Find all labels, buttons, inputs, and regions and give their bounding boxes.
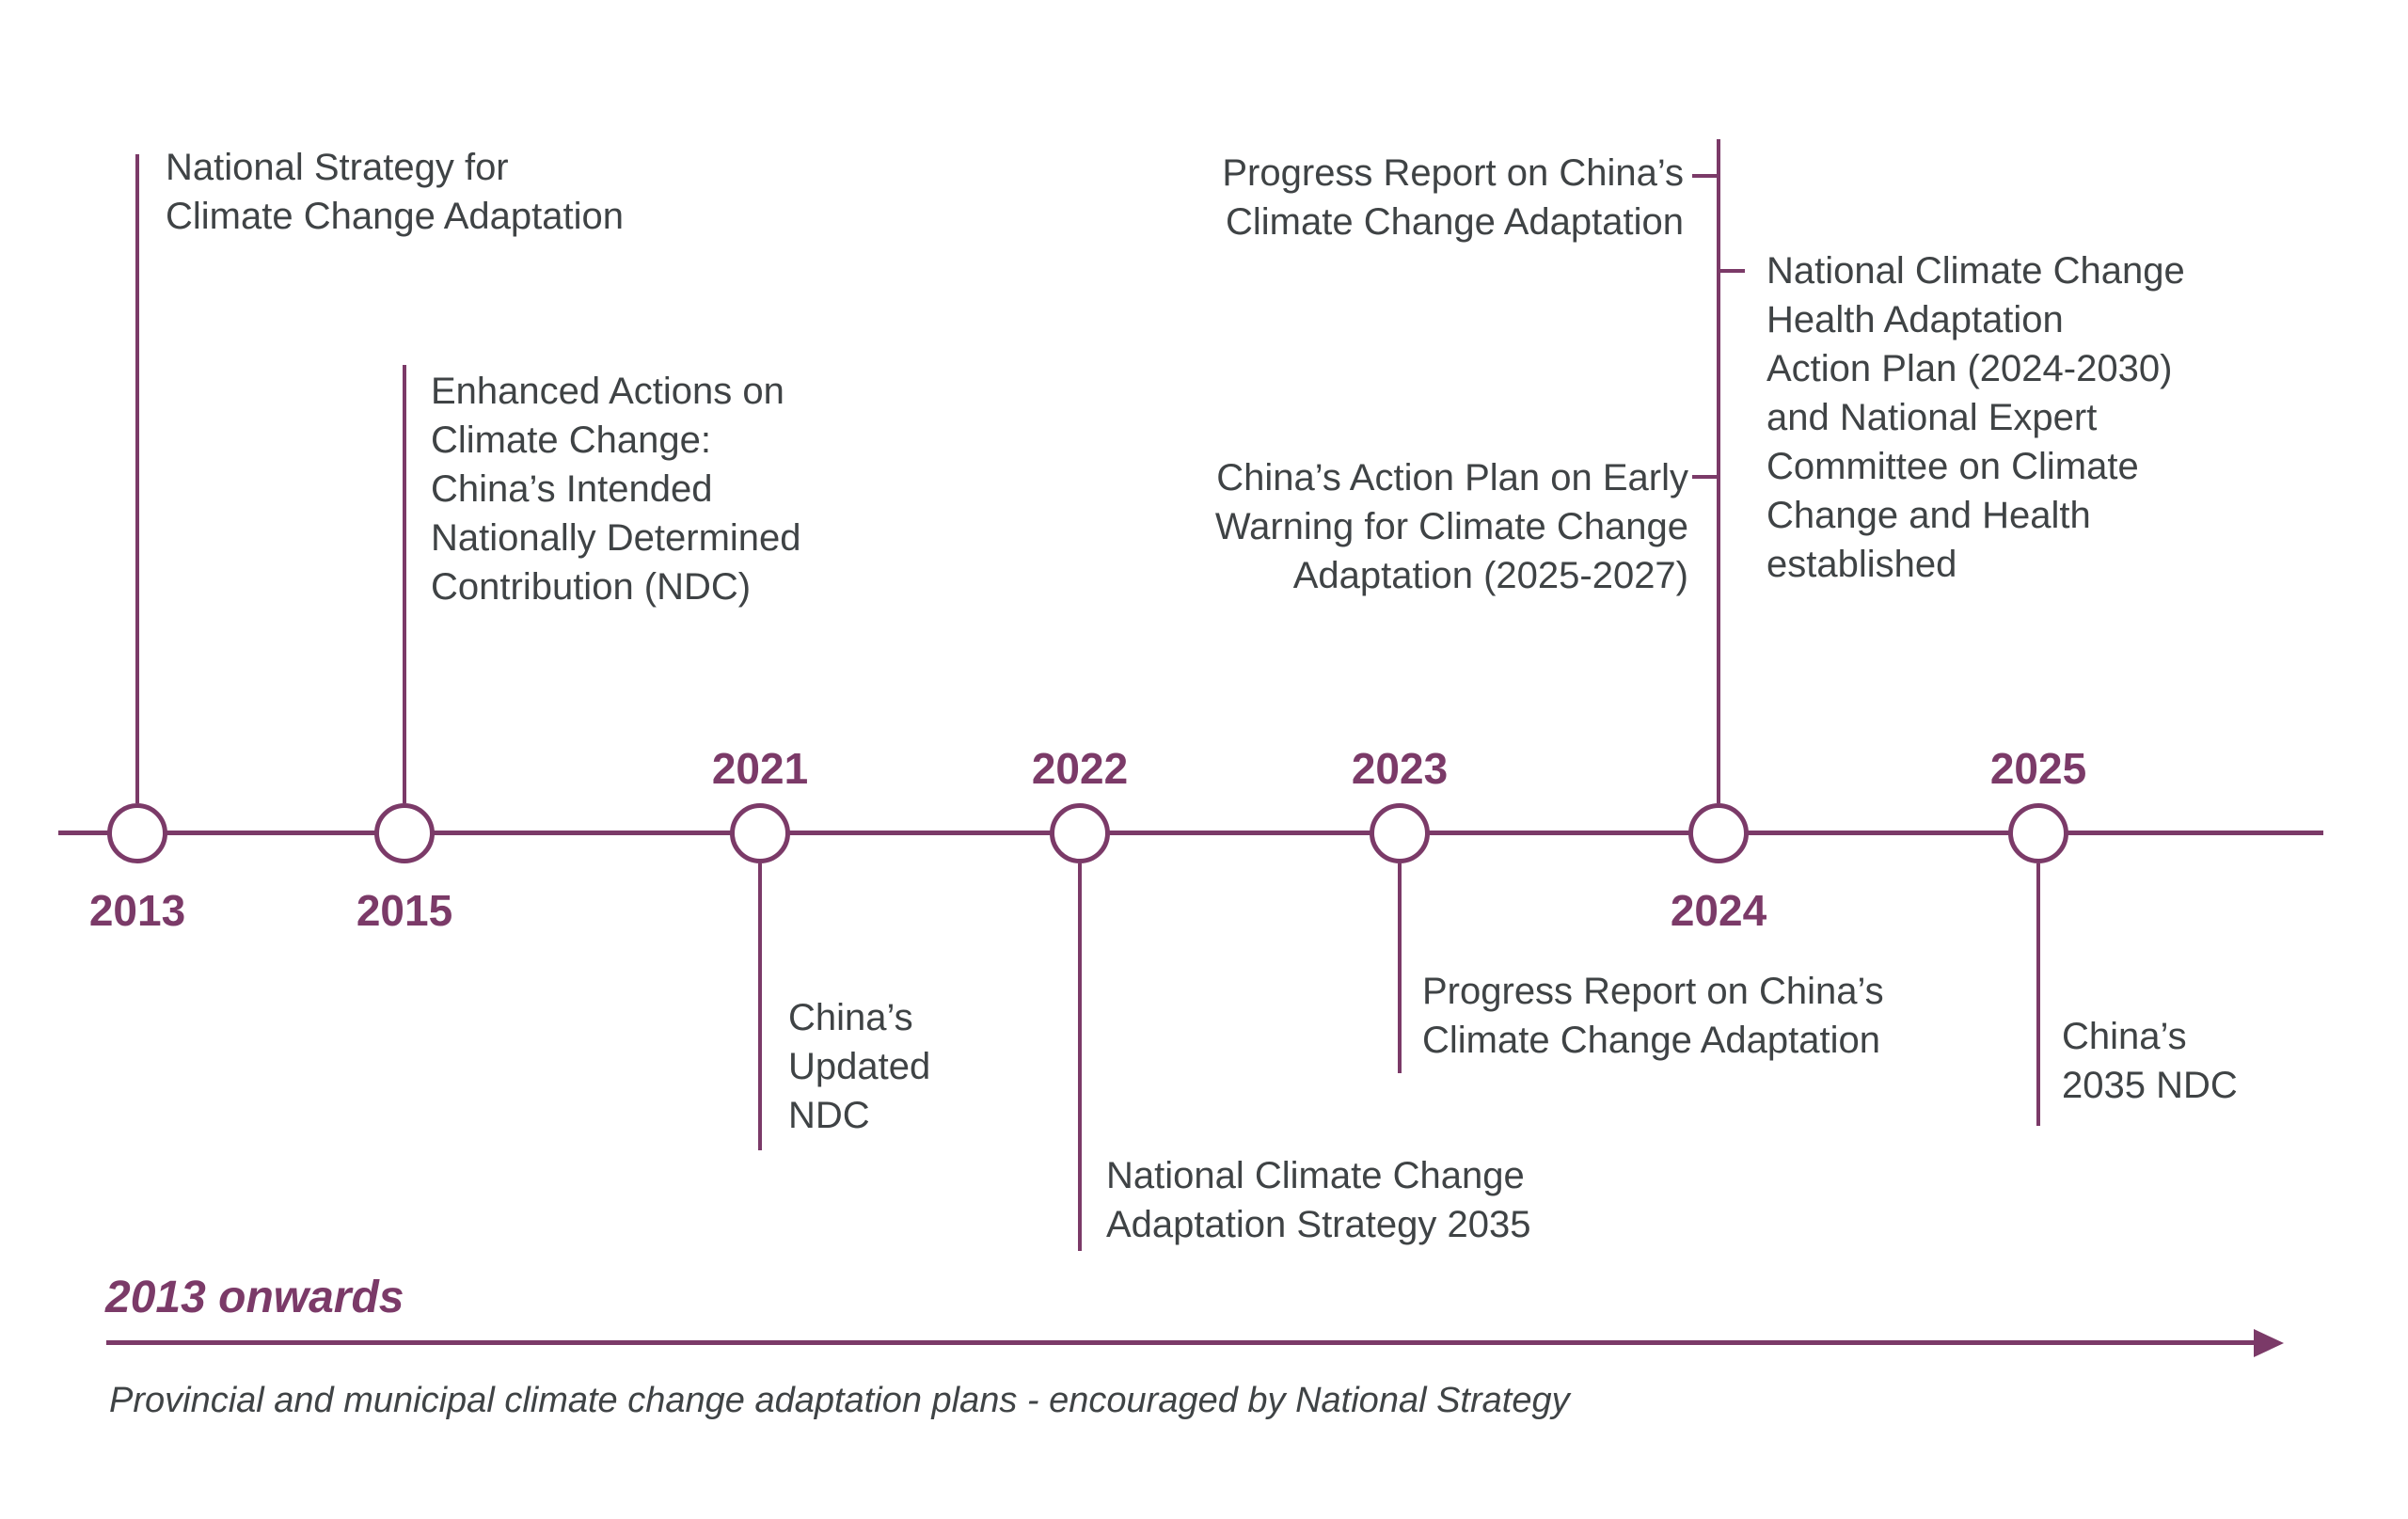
event-node-2021	[730, 803, 790, 863]
range-arrow-head-icon	[2254, 1329, 2284, 1357]
year-label-2013: 2013	[88, 886, 186, 935]
tick-2024-progress-report	[1692, 174, 1717, 178]
event-node-2023	[1370, 803, 1430, 863]
connector-2024	[1717, 139, 1720, 803]
event-node-2013	[107, 803, 167, 863]
year-label-2023: 2023	[1351, 744, 1449, 793]
connector-2025	[2036, 863, 2040, 1126]
event-label-2024-health-plan: National Climate Change Health Adaptatio…	[1766, 250, 2185, 585]
connector-2015	[403, 365, 406, 803]
event-label-2015: Enhanced Actions on Climate Change: Chin…	[431, 371, 801, 608]
event-label-2022: National Climate Change Adaptation Strat…	[1106, 1155, 1531, 1245]
event-label-2024-progress-report: Progress Report on China’s Climate Chang…	[1222, 152, 1684, 243]
year-label-2015: 2015	[356, 886, 453, 935]
connector-2013	[135, 154, 139, 803]
event-node-2022	[1050, 803, 1110, 863]
connector-2023	[1398, 863, 1402, 1073]
tick-2024-health-plan	[1720, 269, 1745, 273]
event-node-2025	[2008, 803, 2068, 863]
event-label-2024-early-warning: China’s Action Plan on Early Warning for…	[1214, 457, 1688, 596]
year-label-2021: 2021	[711, 744, 809, 793]
connector-2021	[758, 863, 762, 1150]
timeline-axis	[58, 831, 2323, 835]
event-node-2015	[374, 803, 435, 863]
range-caption: Provincial and municipal climate change …	[109, 1381, 1570, 1420]
event-label-2023: Progress Report on China’s Climate Chang…	[1422, 971, 1884, 1061]
year-label-2025: 2025	[1989, 744, 2087, 793]
connector-2022	[1078, 863, 1082, 1251]
event-label-2013: National Strategy for Climate Change Ada…	[166, 147, 624, 237]
range-label: 2013 onwards	[105, 1273, 404, 1322]
event-node-2024	[1688, 803, 1749, 863]
event-label-2021: China’s Updated NDC	[788, 997, 931, 1136]
year-label-2022: 2022	[1031, 744, 1129, 793]
event-label-2025: China’s 2035 NDC	[2062, 1016, 2238, 1106]
range-arrow-line	[106, 1340, 2256, 1345]
tick-2024-early-warning	[1692, 475, 1717, 479]
year-label-2024: 2024	[1670, 886, 1767, 935]
